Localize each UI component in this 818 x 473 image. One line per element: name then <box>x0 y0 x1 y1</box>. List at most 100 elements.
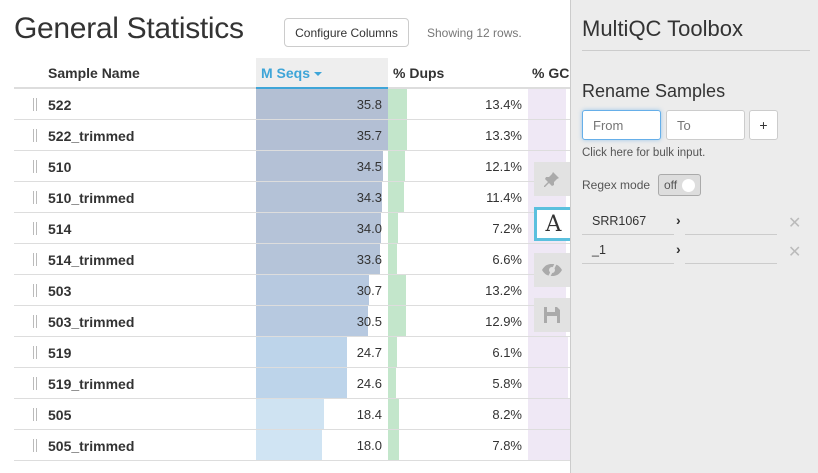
dups-cell: 8.2% <box>388 399 528 429</box>
table-row: 503_trimmed 30.5 12.9% <box>14 306 574 337</box>
toggle-knob <box>682 179 695 192</box>
dups-value: 6.1% <box>492 345 522 360</box>
toggle-state: off <box>664 178 678 192</box>
drag-handle-icon[interactable] <box>33 160 37 173</box>
mseqs-bar <box>256 182 383 212</box>
drag-handle-icon[interactable] <box>33 191 37 204</box>
table-row: 510 34.5 12.1% <box>14 151 574 182</box>
sample-name: 519 <box>48 345 72 361</box>
col-sample-name[interactable]: Sample Name <box>48 65 140 81</box>
drag-handle-icon[interactable] <box>33 377 37 390</box>
col-gc[interactable]: % GC <box>532 65 570 81</box>
drag-handle-icon[interactable] <box>33 253 37 266</box>
toolbox-panel: MultiQC Toolbox Rename Samples + Click h… <box>570 0 818 473</box>
dups-bar <box>388 120 407 150</box>
dups-cell: 7.8% <box>388 430 528 460</box>
dups-cell: 6.6% <box>388 244 528 274</box>
rename-row: SRR1067 › ✕ <box>582 207 802 237</box>
mseqs-value: 34.3 <box>356 190 382 205</box>
rename-from-value[interactable]: SRR1067 <box>582 207 674 235</box>
rename-to-value[interactable] <box>685 236 777 264</box>
table-row: 519 24.7 6.1% <box>14 337 574 368</box>
mseqs-bar <box>256 244 380 274</box>
table-header: Sample Name M Seqs % Dups % GC <box>14 58 574 89</box>
rename-row: _1 › ✕ <box>582 236 802 266</box>
dups-bar <box>388 213 399 243</box>
col-dups[interactable]: % Dups <box>393 65 445 81</box>
table-row: 522 35.8 13.4% <box>14 89 574 120</box>
gc-bar <box>528 337 568 367</box>
drag-handle-icon[interactable] <box>33 346 37 359</box>
bulk-input-link[interactable]: Click here for bulk input. <box>582 147 706 159</box>
dups-cell: 6.1% <box>388 337 528 367</box>
gc-cell <box>528 368 570 398</box>
mseqs-bar <box>256 89 388 119</box>
page-title: General Statistics <box>14 12 244 45</box>
mseqs-bar <box>256 120 388 150</box>
sample-name: 522_trimmed <box>48 128 135 144</box>
dups-bar <box>388 89 407 119</box>
configure-columns-button[interactable]: Configure Columns <box>284 18 409 47</box>
mseqs-bar <box>256 213 382 243</box>
gc-bar <box>528 89 566 119</box>
add-rename-button[interactable]: + <box>749 110 778 140</box>
mseqs-value: 30.5 <box>356 314 382 329</box>
rename-to-value[interactable] <box>685 207 777 235</box>
drag-handle-icon[interactable] <box>33 439 37 452</box>
rename-icon: A <box>545 211 562 237</box>
mseqs-cell: 35.7 <box>256 120 388 150</box>
toolbox-title: MultiQC Toolbox <box>582 16 743 41</box>
remove-rename-icon[interactable]: ✕ <box>788 244 802 261</box>
regex-mode-toggle[interactable]: off <box>658 174 701 196</box>
mseqs-value: 34.5 <box>356 159 382 174</box>
regex-mode-label: Regex mode <box>582 178 651 192</box>
mseqs-value: 35.7 <box>356 128 382 143</box>
dups-bar <box>388 430 399 460</box>
table-row: 522_trimmed 35.7 13.3% <box>14 120 574 151</box>
rename-samples-heading: Rename Samples <box>582 81 726 101</box>
sample-name: 505_trimmed <box>48 438 135 454</box>
col-mseqs[interactable]: M Seqs <box>256 58 388 89</box>
rename-from-input[interactable] <box>582 110 661 140</box>
sample-name: 503_trimmed <box>48 314 135 330</box>
drag-handle-icon[interactable] <box>33 222 37 235</box>
drag-handle-icon[interactable] <box>33 284 37 297</box>
drag-handle-icon[interactable] <box>33 98 37 111</box>
dups-value: 12.1% <box>485 159 522 174</box>
dups-value: 12.9% <box>485 314 522 329</box>
table-row: 505_trimmed 18.0 7.8% <box>14 430 574 461</box>
mseqs-cell: 34.3 <box>256 182 388 212</box>
drag-handle-icon[interactable] <box>33 408 37 421</box>
table-row: 505 18.4 8.2% <box>14 399 574 430</box>
rename-from-value[interactable]: _1 <box>582 236 674 264</box>
mseqs-cell: 24.6 <box>256 368 388 398</box>
col-mseqs-label: M Seqs <box>261 65 311 81</box>
dups-value: 6.6% <box>492 252 522 267</box>
mseqs-bar <box>256 430 323 460</box>
mseqs-cell: 18.0 <box>256 430 388 460</box>
drag-handle-icon[interactable] <box>33 315 37 328</box>
sample-name: 503 <box>48 283 72 299</box>
divider <box>582 50 810 51</box>
mseqs-value: 24.7 <box>356 345 382 360</box>
gc-cell <box>528 337 570 367</box>
dups-value: 7.2% <box>492 221 522 236</box>
remove-rename-icon[interactable]: ✕ <box>788 215 802 232</box>
dups-bar <box>388 337 397 367</box>
rename-to-input[interactable] <box>666 110 745 140</box>
sample-name: 505 <box>48 407 72 423</box>
sample-name: 514_trimmed <box>48 252 135 268</box>
pin-tool-button[interactable] <box>534 162 570 196</box>
rename-tool-button[interactable]: A <box>534 207 570 241</box>
dups-value: 13.2% <box>485 283 522 298</box>
table-row: 514 34.0 7.2% <box>14 213 574 244</box>
save-tool-button[interactable] <box>534 298 570 332</box>
dups-cell: 13.4% <box>388 89 528 119</box>
table-body: 522 35.8 13.4% 522_trimmed 35.7 13.3% 51… <box>14 89 574 461</box>
dups-value: 13.4% <box>485 97 522 112</box>
hide-tool-button[interactable] <box>534 253 570 287</box>
drag-handle-icon[interactable] <box>33 129 37 142</box>
dups-bar <box>388 182 404 212</box>
mseqs-value: 30.7 <box>356 283 382 298</box>
gc-cell <box>528 89 570 119</box>
